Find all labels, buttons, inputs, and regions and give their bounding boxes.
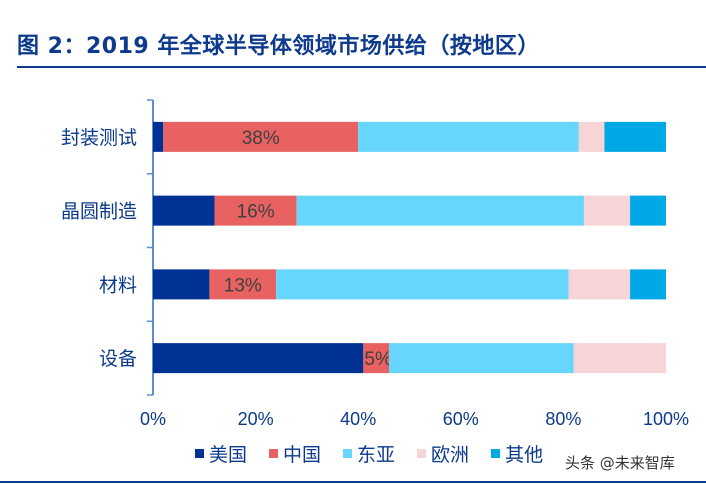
category-label: 封装测试 bbox=[61, 127, 137, 149]
bar-segment-欧洲 bbox=[583, 195, 631, 226]
bar-segment-中国 bbox=[363, 343, 389, 374]
bar-segment-东亚 bbox=[358, 121, 579, 152]
legend-label: 美国 bbox=[209, 444, 248, 466]
data-label: 16% bbox=[237, 202, 275, 223]
legend-item: 美国 bbox=[195, 440, 247, 467]
x-tick-label: 40% bbox=[340, 409, 376, 429]
data-label: 38% bbox=[242, 128, 280, 149]
category-label: 晶圆制造 bbox=[61, 201, 137, 223]
x-tick-label: 100% bbox=[643, 409, 689, 429]
bar-segment-欧洲 bbox=[578, 121, 605, 152]
legend-item: 其他 bbox=[491, 440, 543, 467]
legend-swatch bbox=[417, 449, 427, 458]
bar-segment-其他 bbox=[630, 269, 666, 300]
bar-segment-欧洲 bbox=[568, 269, 631, 300]
bar-segment-美国 bbox=[153, 121, 164, 152]
legend-swatch bbox=[269, 449, 279, 458]
bar-segment-东亚 bbox=[276, 269, 569, 300]
data-label: 5% bbox=[364, 349, 392, 370]
legend-label: 其他 bbox=[505, 444, 544, 466]
legend-label: 东亚 bbox=[357, 444, 396, 466]
bar-segment-其他 bbox=[604, 121, 666, 152]
data-label: 13% bbox=[224, 275, 262, 296]
legend-label: 欧洲 bbox=[431, 444, 470, 466]
legend-swatch bbox=[343, 449, 353, 458]
bar-segment-中国 bbox=[214, 195, 297, 226]
legend: 美国 中国 东亚 欧洲 其他 bbox=[195, 440, 543, 467]
x-tick-label: 80% bbox=[545, 409, 581, 429]
legend-item: 欧洲 bbox=[417, 440, 469, 467]
bar-segment-东亚 bbox=[296, 195, 584, 226]
watermark: 头条 @未来智库 bbox=[565, 454, 675, 472]
legend-swatch bbox=[491, 449, 501, 458]
bar-segment-欧洲 bbox=[573, 343, 666, 374]
bar-segment-东亚 bbox=[388, 343, 574, 374]
bottom-divider bbox=[0, 481, 706, 483]
legend-item: 中国 bbox=[269, 440, 321, 467]
x-tick-label: 60% bbox=[443, 409, 479, 429]
x-tick-label: 0% bbox=[140, 409, 166, 429]
legend-item: 东亚 bbox=[343, 440, 395, 467]
bar-segment-中国 bbox=[209, 269, 277, 300]
legend-label: 中国 bbox=[283, 444, 322, 466]
category-label: 设备 bbox=[99, 348, 137, 370]
title-divider bbox=[17, 66, 706, 68]
category-label: 材料 bbox=[99, 274, 137, 296]
bar-segment-其他 bbox=[630, 195, 666, 226]
bar-segment-美国 bbox=[153, 195, 215, 226]
bar-segment-中国 bbox=[163, 121, 359, 152]
chart-title: 图 2：2019 年全球半导体领域市场供给（按地区） bbox=[17, 34, 540, 59]
x-tick-label: 20% bbox=[238, 409, 274, 429]
bar-segment-美国 bbox=[153, 343, 364, 374]
legend-swatch bbox=[195, 449, 204, 458]
bar-segment-美国 bbox=[153, 269, 210, 300]
